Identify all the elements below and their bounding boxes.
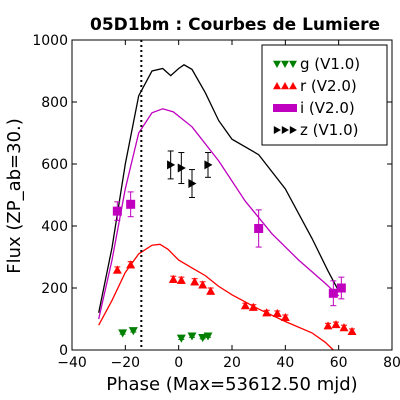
legend-label: g (V1.0) (300, 55, 360, 73)
data-point (347, 326, 357, 335)
data-point (248, 302, 258, 311)
data-point (280, 312, 290, 322)
legend-entry-0: g (V1.0) (273, 55, 360, 73)
legend-label: r (V2.0) (300, 77, 357, 95)
data-point (167, 160, 176, 170)
legend-marker (273, 82, 281, 90)
x-tick-label: −40 (57, 355, 87, 371)
legend-marker (273, 60, 281, 68)
data-point (272, 308, 282, 318)
legend-marker (289, 82, 297, 90)
data-point (262, 308, 272, 317)
x-axis-label: Phase (Max=53612.50 mjd) (106, 374, 357, 395)
legend-marker (281, 126, 289, 134)
legend: g (V1.0) r (V2.0) i (V2.0) z (V1.0) (261, 44, 388, 146)
x-tick-label: −20 (111, 355, 141, 371)
legend-marker (289, 104, 297, 112)
y-tick-label: 0 (59, 343, 68, 359)
legend-marker (273, 126, 281, 134)
data-point (126, 199, 136, 209)
x-tick-label: 60 (330, 355, 348, 371)
data-point (206, 286, 216, 295)
data-point (177, 163, 186, 173)
data-point (176, 334, 186, 343)
model-curve-2 (98, 243, 334, 350)
data-point (331, 320, 341, 329)
y-tick-label: 600 (41, 157, 68, 173)
legend-marker (281, 104, 289, 112)
data-point (118, 329, 128, 338)
x-tick-label: 80 (383, 355, 400, 371)
legend-label: z (V1.0) (300, 121, 358, 139)
model-curve-0 (98, 64, 340, 313)
series-2 (112, 191, 346, 307)
data-point (198, 334, 208, 343)
data-point (112, 206, 122, 216)
data-point (126, 260, 136, 269)
chart-title: 05D1bm : Courbes de Lumiere (90, 15, 380, 35)
legend-entry-1: r (V2.0) (273, 77, 357, 95)
legend-entry-2: i (V2.0) (273, 99, 355, 117)
series-1 (112, 260, 357, 335)
y-tick-label: 1000 (32, 33, 68, 49)
y-tick-label: 800 (41, 95, 68, 111)
data-point (112, 265, 122, 274)
data-point (240, 301, 250, 310)
data-point (204, 160, 213, 170)
legend-label: i (V2.0) (300, 99, 355, 117)
data-point (176, 275, 186, 284)
data-point (128, 327, 138, 336)
data-point (198, 280, 208, 289)
data-point (188, 179, 197, 189)
model-curve-1 (98, 108, 340, 320)
x-tick-label: 0 (174, 355, 183, 371)
x-tick-label: 20 (223, 355, 241, 371)
legend-entry-3: z (V1.0) (273, 121, 358, 139)
data-point (254, 223, 264, 233)
legend-marker (273, 104, 281, 112)
y-tick-label: 400 (41, 219, 68, 235)
data-point (328, 288, 338, 298)
legend-marker (281, 60, 289, 68)
data-point (339, 323, 349, 332)
y-tick-label: 200 (41, 281, 68, 297)
series-3 (167, 150, 213, 198)
data-point (190, 277, 200, 286)
x-tick-label: 40 (276, 355, 294, 371)
data-point (203, 332, 213, 341)
plot-content (98, 40, 357, 350)
data-point (187, 332, 197, 341)
legend-marker (289, 126, 297, 134)
data-point (168, 274, 178, 283)
data-point (336, 283, 346, 293)
legend-marker (289, 60, 297, 68)
y-axis-label: Flux (ZP_ab=30.) (4, 118, 25, 274)
series-0 (118, 327, 213, 343)
legend-marker (281, 82, 289, 90)
data-point (323, 321, 333, 330)
